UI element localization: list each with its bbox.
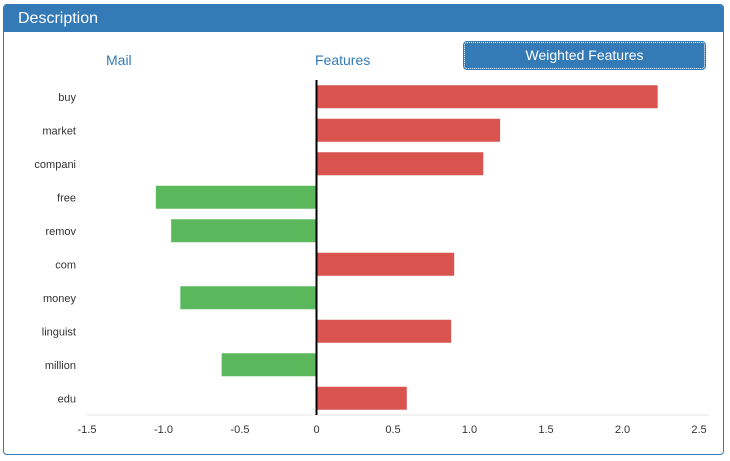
category-label: compani bbox=[34, 159, 76, 171]
tab-features[interactable]: Features bbox=[315, 52, 371, 68]
bar-edu bbox=[316, 386, 407, 410]
x-tick-label: 1.0 bbox=[462, 424, 477, 436]
x-tick-label: 1.5 bbox=[538, 424, 553, 436]
category-label: linguist bbox=[42, 326, 76, 338]
bar-money bbox=[180, 286, 317, 310]
bar-com bbox=[316, 252, 455, 276]
bar-million bbox=[221, 353, 317, 377]
bar-free bbox=[155, 185, 317, 209]
x-tick-label: -1.5 bbox=[78, 424, 97, 436]
x-tick-label: 0.5 bbox=[385, 424, 400, 436]
category-label: money bbox=[43, 293, 77, 305]
x-tick-label: 0 bbox=[313, 424, 319, 436]
category-label: remov bbox=[45, 226, 76, 238]
panel-title: Description bbox=[4, 5, 723, 32]
bar-remov bbox=[171, 219, 317, 243]
category-label: free bbox=[57, 192, 76, 204]
x-tick-label: -0.5 bbox=[231, 424, 250, 436]
x-tick-label: 2.5 bbox=[691, 424, 706, 436]
bar-compani bbox=[316, 152, 484, 176]
tab-mail[interactable]: Mail bbox=[106, 52, 132, 68]
tab-weighted-features[interactable]: Weighted Features bbox=[463, 41, 706, 70]
category-label: com bbox=[55, 259, 76, 271]
description-panel: Description bbox=[3, 4, 724, 455]
x-tick-label: -1.0 bbox=[154, 424, 173, 436]
category-label: edu bbox=[58, 393, 76, 405]
category-label: million bbox=[45, 360, 76, 372]
category-label: market bbox=[42, 125, 76, 137]
x-tick-label: 2.0 bbox=[615, 424, 630, 436]
bar-market bbox=[316, 118, 501, 142]
category-label: buy bbox=[58, 92, 76, 104]
bar-linguist bbox=[316, 319, 452, 343]
bar-buy bbox=[316, 85, 658, 109]
